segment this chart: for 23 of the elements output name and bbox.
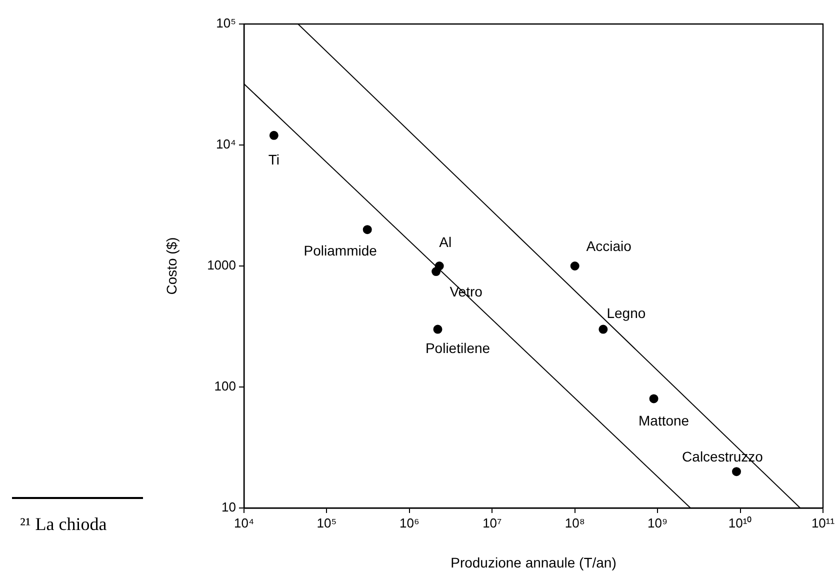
x-tick-label: 10⁷: [482, 515, 502, 530]
x-tick-label: 10⁹: [648, 515, 668, 530]
y-tick-label: 10⁵: [216, 16, 236, 31]
x-tick-label: 10¹⁰: [728, 515, 752, 530]
y-tick-label: 10: [222, 500, 236, 515]
annotation: Polietilene: [425, 340, 490, 356]
x-tick-label: 10⁸: [564, 515, 585, 530]
x-axis-title: Produzione annaule (T/an): [450, 554, 616, 570]
annotation: Acciaio: [586, 238, 632, 254]
y-tick-label: 10⁴: [216, 136, 236, 152]
x-tick-label: 10⁶: [400, 515, 420, 530]
y-tick-label: 1000: [207, 258, 236, 273]
annotation: Ti: [268, 151, 280, 168]
annotation: Poliammide: [304, 242, 378, 258]
x-tick-label: 10⁵: [316, 515, 337, 530]
annotation: Mattone: [638, 412, 690, 429]
annotation: Al: [439, 234, 452, 250]
x-tick-label: 10⁴: [234, 515, 254, 530]
x-tick-label: 10¹¹: [811, 515, 836, 530]
annotation: Legno: [606, 305, 646, 322]
text: ²¹ La chioda: [20, 514, 107, 535]
y-axis-title: Costo ($): [163, 237, 180, 295]
y-tick-label: 100: [214, 378, 236, 394]
